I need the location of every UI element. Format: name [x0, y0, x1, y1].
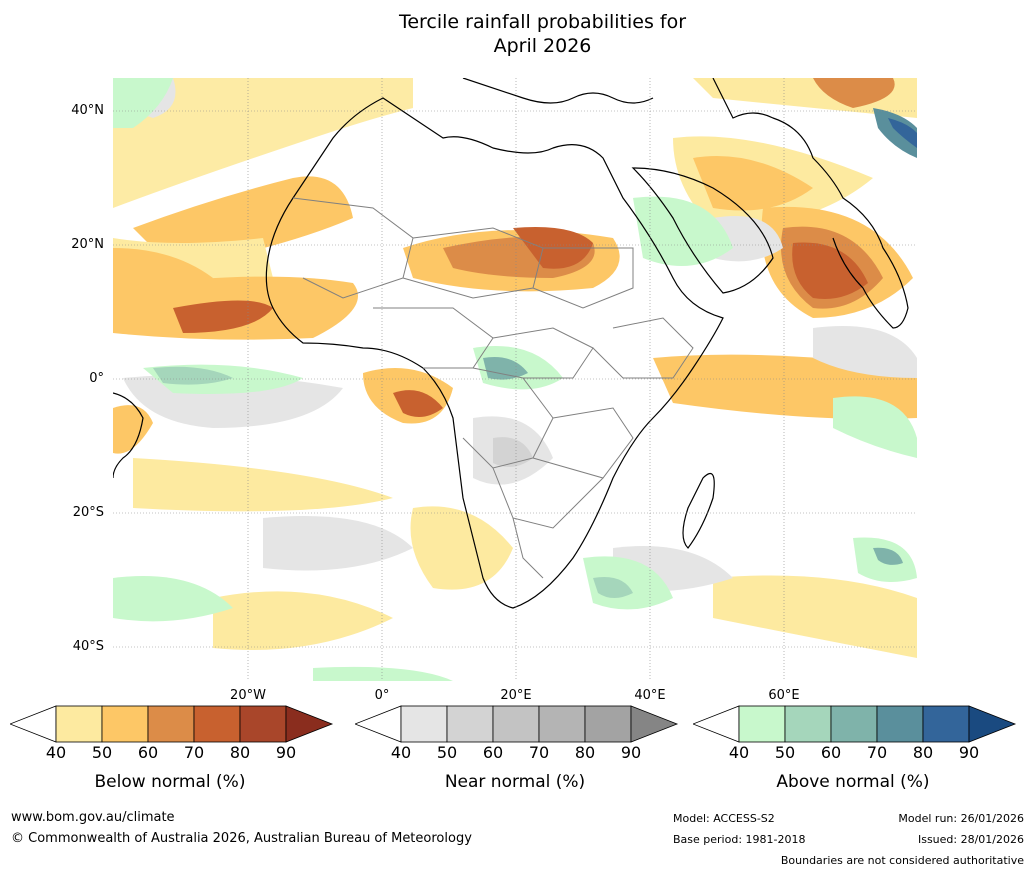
colorbar-near-swatches — [353, 705, 679, 743]
near-tick-60: 60 — [482, 743, 504, 762]
country-borders — [292, 197, 694, 579]
title-line-2: April 2026 — [493, 35, 592, 57]
lat-label-20s: 20°S — [72, 505, 104, 520]
above-tick-40: 40 — [728, 743, 750, 762]
below-swatch-5 — [239, 705, 287, 743]
above-swatch-6 — [968, 705, 1017, 743]
above-swatch-3 — [830, 705, 878, 743]
below-tick-90: 90 — [275, 743, 297, 762]
lat-label-20n: 20°N — [71, 237, 104, 252]
above-tick-50: 50 — [774, 743, 796, 762]
footer-model-run: Model run: 26/01/2026 — [898, 812, 1024, 825]
near-swatch-4 — [538, 705, 586, 743]
lon-label-20w: 20°W — [230, 688, 266, 703]
map-title: Tercile rainfall probabilities for April… — [0, 10, 1035, 58]
rainfall-map — [113, 78, 917, 681]
near-swatch-1 — [400, 705, 448, 743]
below-tick-40: 40 — [45, 743, 67, 762]
footer-base-period: Base period: 1981-2018 — [673, 833, 806, 846]
below-swatch-3 — [147, 705, 195, 743]
above-tick-70: 70 — [866, 743, 888, 762]
lon-label-0: 0° — [374, 688, 390, 703]
below-swatch-0 — [8, 705, 57, 743]
footer-copyright: © Commonwealth of Australia 2026, Austra… — [11, 831, 472, 846]
above-swatch-1 — [738, 705, 786, 743]
below-swatch-6 — [285, 705, 334, 743]
below-swatch-2 — [101, 705, 149, 743]
near-tick-80: 80 — [574, 743, 596, 762]
above-swatch-0 — [691, 705, 740, 743]
footer-disclaimer: Boundaries are not considered authoritat… — [780, 854, 1024, 867]
above-swatch-4 — [876, 705, 924, 743]
colorbar-above-swatches — [691, 705, 1017, 743]
below-swatch-1 — [55, 705, 103, 743]
graticule — [113, 78, 917, 681]
above-swatch-5 — [922, 705, 970, 743]
lon-label-60e: 60°E — [768, 688, 800, 703]
near-swatch-5 — [584, 705, 632, 743]
lat-label-0: 0° — [89, 371, 104, 386]
title-line-1: Tercile rainfall probabilities for — [398, 11, 687, 33]
lon-label-40e: 40°E — [634, 688, 666, 703]
near-swatch-6 — [630, 705, 679, 743]
above-swatch-2 — [784, 705, 832, 743]
colorbar-below-normal: 40 50 60 70 80 90 Below normal (%) — [8, 705, 340, 792]
near-swatch-2 — [446, 705, 494, 743]
below-tick-70: 70 — [183, 743, 205, 762]
lon-label-20e: 20°E — [500, 688, 532, 703]
near-swatch-3 — [492, 705, 540, 743]
footer-issued: Issued: 28/01/2026 — [917, 833, 1024, 846]
near-normal-title: Near normal (%) — [444, 772, 586, 792]
near-tick-70: 70 — [528, 743, 550, 762]
colorbar-above-normal: 40 50 60 70 80 90 Above normal (%) — [691, 705, 1023, 792]
above-normal-title: Above normal (%) — [776, 772, 930, 792]
below-tick-60: 60 — [137, 743, 159, 762]
below-tick-80: 80 — [229, 743, 251, 762]
footer-url[interactable]: www.bom.gov.au/climate — [11, 810, 175, 825]
near-tick-50: 50 — [436, 743, 458, 762]
colorbar-below-swatches — [8, 705, 334, 743]
footer-model: Model: ACCESS-S2 — [673, 812, 775, 825]
above-tick-90: 90 — [958, 743, 980, 762]
coastlines — [113, 78, 909, 609]
below-tick-50: 50 — [91, 743, 113, 762]
near-swatch-0 — [353, 705, 402, 743]
near-tick-90: 90 — [620, 743, 642, 762]
lat-label-40n: 40°N — [71, 103, 104, 118]
above-tick-60: 60 — [820, 743, 842, 762]
above-normal-regions — [113, 78, 917, 681]
near-tick-40: 40 — [390, 743, 412, 762]
lat-label-40s: 40°S — [72, 639, 104, 654]
above-tick-80: 80 — [912, 743, 934, 762]
colorbar-near-normal: 40 50 60 70 80 90 Near normal (%) — [353, 705, 685, 792]
below-swatch-4 — [193, 705, 241, 743]
below-normal-title: Below normal (%) — [94, 772, 246, 792]
